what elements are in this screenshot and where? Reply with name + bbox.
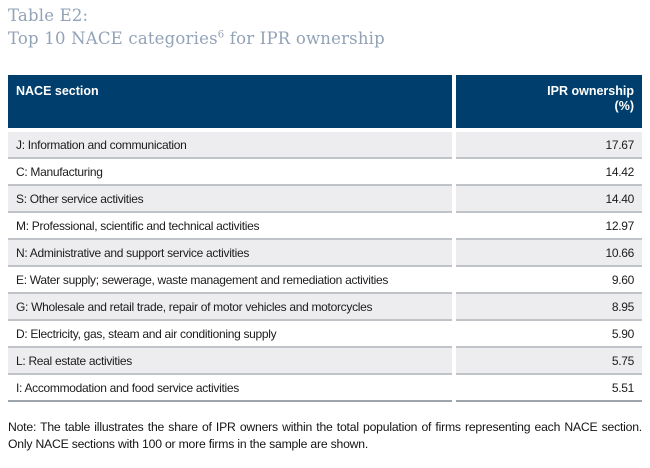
table-row: I: Accommodation and food service activi… xyxy=(8,375,642,402)
table-row: N: Administrative and support service ac… xyxy=(8,240,642,267)
table-row: L: Real estate activities 5.75 xyxy=(8,348,642,375)
table-title-line2-prefix: Top 10 NACE categories xyxy=(8,29,218,48)
ipr-ownership-value-cell: 5.90 xyxy=(456,321,642,348)
ipr-ownership-value-cell: 17.67 xyxy=(456,132,642,159)
nace-ipr-table: NACE section IPR ownership (%) J: Inform… xyxy=(8,75,642,402)
column-header-ipr-ownership: IPR ownership (%) xyxy=(456,75,642,128)
table-body: J: Information and communication 17.67 C: … xyxy=(8,132,642,402)
ipr-ownership-value-cell: 10.66 xyxy=(456,240,642,267)
column-header-ipr-line1: IPR ownership xyxy=(547,84,634,98)
nace-section-cell: M: Professional, scientific and technica… xyxy=(8,213,452,240)
table-row: E: Water supply; sewerage, waste managem… xyxy=(8,267,642,294)
nace-section-cell: C: Manufacturing xyxy=(8,159,452,186)
nace-section-cell: J: Information and communication xyxy=(8,132,452,159)
table-row: C: Manufacturing 14.42 xyxy=(8,159,642,186)
ipr-ownership-value-cell: 12.97 xyxy=(456,213,642,240)
table-row: D: Electricity, gas, steam and air condi… xyxy=(8,321,642,348)
ipr-ownership-value-cell: 14.42 xyxy=(456,159,642,186)
nace-section-cell: I: Accommodation and food service activi… xyxy=(8,375,452,402)
table-title-line2-suffix: for IPR ownership xyxy=(224,29,385,48)
nace-section-cell: D: Electricity, gas, steam and air condi… xyxy=(8,321,452,348)
ipr-ownership-value-cell: 8.95 xyxy=(456,294,642,321)
column-header-nace-section: NACE section xyxy=(8,75,452,128)
table-row: S: Other service activities 14.40 xyxy=(8,186,642,213)
table-row: M: Professional, scientific and technica… xyxy=(8,213,642,240)
table-row: J: Information and communication 17.67 xyxy=(8,132,642,159)
ipr-ownership-value-cell: 9.60 xyxy=(456,267,642,294)
table-header-row: NACE section IPR ownership (%) xyxy=(8,75,642,128)
table-note: Note: The table illustrates the share of… xyxy=(8,420,642,451)
ipr-ownership-value-cell: 5.75 xyxy=(456,348,642,375)
nace-section-cell: E: Water supply; sewerage, waste managem… xyxy=(8,267,452,294)
footnote-ref: 6 xyxy=(217,29,225,41)
table-row: G: Wholesale and retail trade, repair of… xyxy=(8,294,642,321)
ipr-ownership-value-cell: 5.51 xyxy=(456,375,642,402)
nace-section-cell: G: Wholesale and retail trade, repair of… xyxy=(8,294,452,321)
nace-section-cell: S: Other service activities xyxy=(8,186,452,213)
table-title: Table E2: Top 10 NACE categories6 for IP… xyxy=(8,4,385,50)
column-header-ipr-line2: (%) xyxy=(614,99,634,113)
nace-section-cell: L: Real estate activities xyxy=(8,348,452,375)
ipr-ownership-value-cell: 14.40 xyxy=(456,186,642,213)
table-title-line2: Top 10 NACE categories6 for IPR ownershi… xyxy=(8,27,385,50)
nace-section-cell: N: Administrative and support service ac… xyxy=(8,240,452,267)
table-title-line1: Table E2: xyxy=(8,6,89,25)
